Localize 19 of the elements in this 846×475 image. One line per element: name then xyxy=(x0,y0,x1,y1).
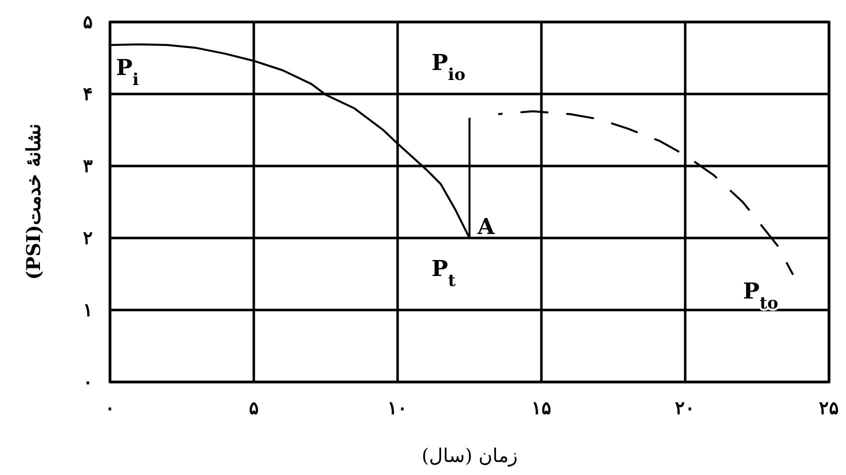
y-tick-label: ۲ xyxy=(83,228,93,249)
x-tick-label: ۱۰ xyxy=(388,398,408,419)
y-axis-title: نشانۀ خدمت(PSI) xyxy=(23,124,45,280)
x-tick-label: ۲۰ xyxy=(675,398,696,419)
y-tick-label: ۵ xyxy=(83,12,93,33)
annotation: P$_{io}$ xyxy=(432,50,466,84)
y-tick-label: ۴ xyxy=(83,84,93,105)
x-axis-title: زمان (سال) xyxy=(422,445,518,467)
x-tick-label: ۲۵ xyxy=(819,398,839,419)
x-tick-label: ۰ xyxy=(105,398,115,419)
annotation: P$_{i}$ xyxy=(116,55,139,89)
annotation: P$_{to}$ xyxy=(743,278,778,312)
y-tick-label: ۳ xyxy=(83,156,93,177)
y-tick-label: ۰ xyxy=(83,372,93,393)
x-tick-label: ۵ xyxy=(248,398,259,419)
annotation: A xyxy=(476,214,496,240)
y-tick-label: ۱ xyxy=(83,300,93,321)
annotation: P$_{t}$ xyxy=(432,256,456,290)
x-tick-label: ۱۵ xyxy=(531,398,552,419)
